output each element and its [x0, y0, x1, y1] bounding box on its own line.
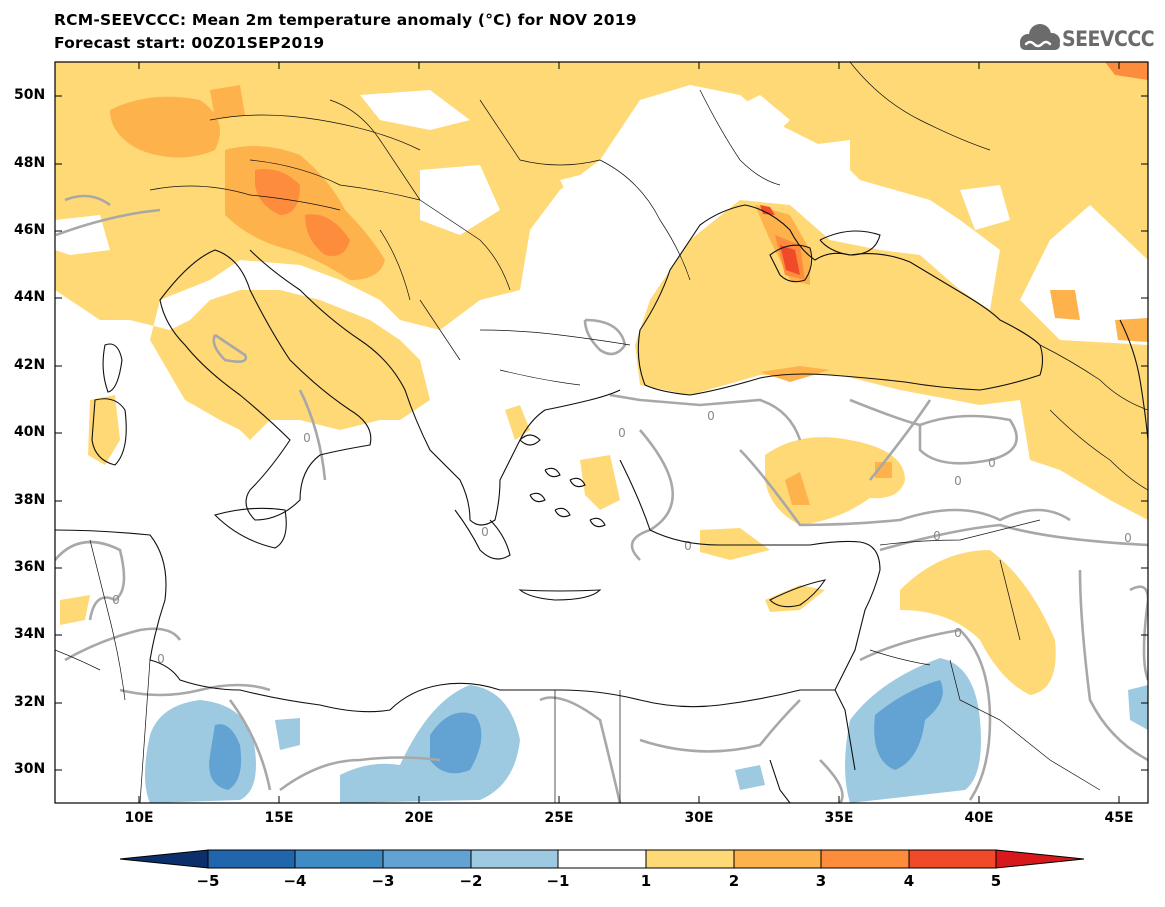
lat-ticks [55, 95, 1148, 771]
colorbar-tick-label: −4 [283, 872, 307, 890]
colorbar-tick-label: 5 [990, 872, 1002, 890]
contour-label: 0 [933, 529, 941, 543]
anomaly-neg1-neg2-fill [145, 658, 1148, 803]
colorbar-bin [733, 849, 822, 869]
colorbar-tick-label: −2 [459, 872, 483, 890]
contour-label: 0 [954, 474, 962, 488]
map-field: 0 0 0 0 0 0 0 0 0 0 0 0 [55, 62, 1148, 803]
lon-label: 15E [264, 810, 294, 826]
colorbar-tick-label: 1 [640, 872, 652, 890]
colorbar-bin [294, 849, 384, 869]
near-zero-fill [55, 90, 1010, 255]
contour-label: 0 [1124, 531, 1132, 545]
colorbar-bin [820, 849, 910, 869]
colorbar-bin [995, 849, 1085, 869]
lat-label: 46N [14, 222, 46, 238]
colorbar [119, 849, 1085, 869]
anomaly-4-5-fill [760, 205, 800, 275]
colorbar-tick-label: 3 [815, 872, 827, 890]
colorbar-tick-label: 4 [903, 872, 915, 890]
lon-label: 20E [404, 810, 434, 826]
colorbar-bin [382, 849, 472, 869]
colorbar-tick-label: −1 [546, 872, 570, 890]
logo-text: SEEVCCC [1062, 27, 1155, 51]
contour-label: 0 [684, 539, 692, 553]
lat-label: 44N [14, 289, 46, 305]
contour-label: 0 [112, 593, 120, 607]
anomaly-neg2-neg3-fill [209, 680, 943, 790]
seevccc-logo [1020, 24, 1060, 50]
lon-label: 35E [824, 810, 854, 826]
lon-label: 10E [124, 810, 154, 826]
contour-label: 0 [954, 626, 962, 640]
lat-label: 50N [14, 87, 46, 103]
colorbar-bin [908, 849, 997, 869]
colorbar-bin [119, 849, 209, 869]
map-title: RCM-SEEVCCC: Mean 2m temperature anomaly… [54, 11, 637, 29]
lon-label: 30E [684, 810, 714, 826]
lon-label: 40E [964, 810, 994, 826]
colorbar-tick-label: 2 [728, 872, 740, 890]
zero-contours [55, 194, 1148, 803]
lon-ticks [138, 62, 1120, 803]
contour-label: 0 [157, 652, 165, 666]
coastlines [55, 204, 1148, 803]
contour-labels: 0 0 0 0 0 0 0 0 0 0 0 0 [112, 409, 1132, 666]
colorbar-bin [557, 849, 647, 869]
colorbar-bin [470, 849, 559, 869]
contour-label: 0 [707, 409, 715, 423]
contour-label: 0 [618, 426, 626, 440]
lat-label: 34N [14, 626, 46, 642]
lat-label: 36N [14, 559, 46, 575]
colorbar-bin [207, 849, 296, 869]
lon-label: 45E [1104, 810, 1134, 826]
lon-label: 25E [544, 810, 574, 826]
colorbar-tick-label: −3 [371, 872, 395, 890]
lat-label: 48N [14, 155, 46, 171]
colorbar-bin [645, 849, 735, 869]
lat-label: 30N [14, 761, 46, 777]
lat-label: 42N [14, 357, 46, 373]
contour-label: 0 [481, 525, 489, 539]
lat-label: 38N [14, 492, 46, 508]
contour-label: 0 [303, 431, 311, 445]
country-borders [55, 62, 1148, 803]
colorbar-tick-label: −5 [196, 872, 220, 890]
lat-label: 32N [14, 694, 46, 710]
contour-label: 0 [988, 456, 996, 470]
lat-label: 40N [14, 424, 46, 440]
forecast-start-label: Forecast start: 00Z01SEP2019 [54, 34, 325, 52]
